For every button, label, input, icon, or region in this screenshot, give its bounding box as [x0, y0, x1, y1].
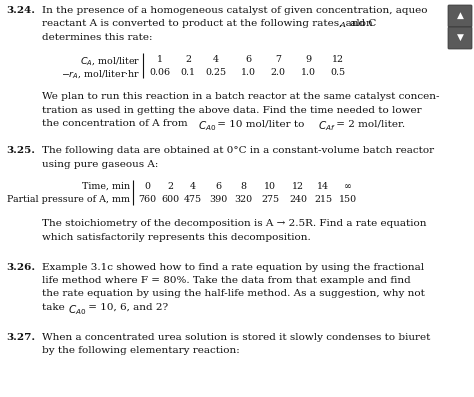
Text: = 10 mol/liter to: = 10 mol/liter to [214, 119, 308, 128]
Text: 2.0: 2.0 [271, 68, 285, 77]
Text: reactant A is converted to product at the following rates, and C: reactant A is converted to product at th… [42, 19, 376, 29]
FancyBboxPatch shape [448, 5, 472, 27]
Text: 1: 1 [157, 55, 163, 64]
Text: using pure gaseous A:: using pure gaseous A: [42, 160, 158, 169]
Text: 600: 600 [161, 195, 179, 204]
Text: 0.5: 0.5 [330, 68, 346, 77]
Text: $C_{A0}$: $C_{A0}$ [198, 119, 216, 133]
Text: = 2 mol/liter.: = 2 mol/liter. [333, 119, 405, 128]
Text: tration as used in getting the above data. Find the time needed to lower: tration as used in getting the above dat… [42, 106, 422, 115]
Text: by the following elementary reaction:: by the following elementary reaction: [42, 346, 240, 355]
Text: $C_{Af}$: $C_{Af}$ [318, 119, 336, 133]
Text: 8: 8 [240, 181, 246, 191]
Text: 3.27.: 3.27. [6, 333, 35, 342]
Text: 0: 0 [144, 181, 150, 191]
Text: 475: 475 [184, 195, 202, 204]
Text: Partial pressure of A, mm: Partial pressure of A, mm [7, 195, 130, 204]
Text: 1.0: 1.0 [301, 68, 316, 77]
Text: $-r_A$, mol/liter$\cdot$hr: $-r_A$, mol/liter$\cdot$hr [61, 68, 140, 80]
Text: 0.25: 0.25 [205, 68, 227, 77]
Text: $C_{A0}$: $C_{A0}$ [68, 303, 86, 317]
Text: 12: 12 [292, 181, 304, 191]
Text: 6: 6 [215, 181, 221, 191]
Text: 3.24.: 3.24. [6, 6, 35, 15]
Text: determines this rate:: determines this rate: [42, 33, 153, 42]
Text: 7: 7 [275, 55, 281, 64]
Text: 2: 2 [167, 181, 173, 191]
Text: 10: 10 [264, 181, 276, 191]
Text: 390: 390 [209, 195, 227, 204]
Text: Example 3.1c showed how to find a rate equation by using the fractional: Example 3.1c showed how to find a rate e… [42, 262, 424, 272]
Text: Time, min: Time, min [82, 181, 130, 191]
Text: alon: alon [347, 19, 373, 29]
Text: 14: 14 [317, 181, 329, 191]
Text: 3.26.: 3.26. [6, 262, 35, 272]
Text: 9: 9 [305, 55, 311, 64]
Text: 2: 2 [185, 55, 191, 64]
Text: life method where F = 80%. Take the data from that example and find: life method where F = 80%. Take the data… [42, 276, 411, 285]
Text: 6: 6 [245, 55, 251, 64]
Text: $C_A$, mol/liter: $C_A$, mol/liter [80, 55, 140, 67]
Text: 150: 150 [339, 195, 357, 204]
Text: The following data are obtained at 0°C in a constant-volume batch reactor: The following data are obtained at 0°C i… [42, 146, 434, 155]
Text: the rate equation by using the half-life method. As a suggestion, why not: the rate equation by using the half-life… [42, 289, 425, 299]
Text: A: A [340, 21, 346, 29]
FancyBboxPatch shape [448, 27, 472, 49]
Text: In the presence of a homogeneous catalyst of given concentration, aqueo: In the presence of a homogeneous catalys… [42, 6, 428, 15]
Text: 4: 4 [213, 55, 219, 64]
Text: The stoichiometry of the decomposition is A → 2.5R. Find a rate equation: The stoichiometry of the decomposition i… [42, 219, 427, 228]
Text: 320: 320 [234, 195, 252, 204]
Text: 4: 4 [190, 181, 196, 191]
Text: ▲: ▲ [456, 10, 464, 19]
Text: 12: 12 [332, 55, 344, 64]
Text: ∞: ∞ [344, 181, 352, 191]
Text: 215: 215 [314, 195, 332, 204]
Text: 3.25.: 3.25. [6, 146, 35, 155]
Text: When a concentrated urea solution is stored it slowly condenses to biuret: When a concentrated urea solution is sto… [42, 333, 430, 342]
Text: = 10, 6, and 2?: = 10, 6, and 2? [85, 303, 168, 312]
Text: take: take [42, 303, 68, 312]
Text: 0.06: 0.06 [149, 68, 171, 77]
Text: 1.0: 1.0 [240, 68, 255, 77]
Text: 275: 275 [261, 195, 279, 204]
Text: 0.1: 0.1 [181, 68, 195, 77]
Text: which satisfactorily represents this decomposition.: which satisfactorily represents this dec… [42, 233, 311, 242]
Text: We plan to run this reaction in a batch reactor at the same catalyst concen-: We plan to run this reaction in a batch … [42, 93, 439, 101]
Text: ▼: ▼ [456, 33, 464, 42]
Text: 240: 240 [289, 195, 307, 204]
Text: the concentration of A from: the concentration of A from [42, 119, 191, 128]
Text: 760: 760 [138, 195, 156, 204]
